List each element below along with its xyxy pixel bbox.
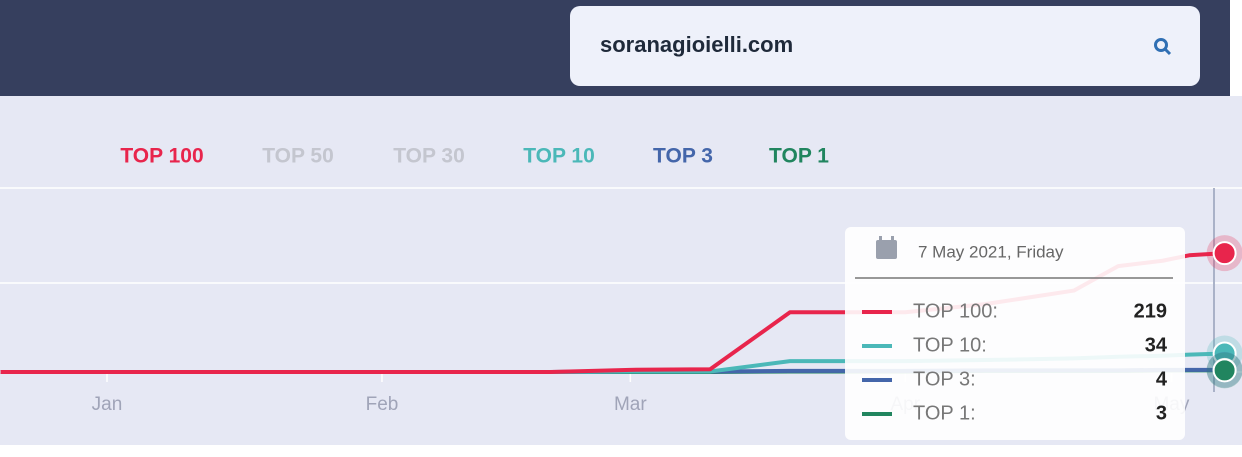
x-tick-label: Mar <box>614 394 647 415</box>
tooltip-value: 3 <box>1156 402 1167 424</box>
tooltip-label: TOP 10: <box>913 334 987 356</box>
legend-item[interactable]: TOP 3 <box>653 145 713 168</box>
tooltip-label: TOP 100: <box>913 300 998 322</box>
end-point <box>1212 358 1237 383</box>
legend-item[interactable]: TOP 30 <box>393 145 465 168</box>
x-tick-label: Feb <box>366 394 399 415</box>
tooltip-value: 4 <box>1156 368 1168 390</box>
tooltip-label: TOP 1: <box>913 402 976 424</box>
x-tick-label: Jan <box>92 394 123 415</box>
search-icon[interactable] <box>1154 38 1172 56</box>
tooltip-date: 7 May 2021, Friday <box>918 242 1064 261</box>
legend-item[interactable]: TOP 10 <box>523 145 595 168</box>
tooltip-value: 34 <box>1145 334 1168 356</box>
search-text[interactable]: soranagioielli.com <box>600 32 793 57</box>
legend-item[interactable]: TOP 1 <box>769 145 829 168</box>
legend-item[interactable]: TOP 100 <box>120 145 203 168</box>
tooltip-box <box>845 227 1185 440</box>
tooltip-value: 219 <box>1134 300 1167 322</box>
calendar-icon <box>876 236 897 259</box>
scroll-edge <box>1230 0 1242 96</box>
tooltip-label: TOP 3: <box>913 368 976 390</box>
legend-item[interactable]: TOP 50 <box>262 145 334 168</box>
search-box[interactable] <box>570 6 1200 86</box>
end-point <box>1212 241 1237 266</box>
